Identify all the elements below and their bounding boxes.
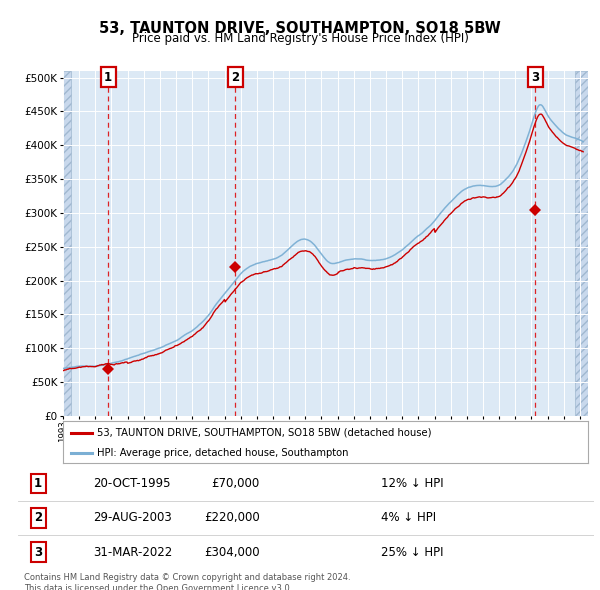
Text: 53, TAUNTON DRIVE, SOUTHAMPTON, SO18 5BW: 53, TAUNTON DRIVE, SOUTHAMPTON, SO18 5BW — [99, 21, 501, 35]
Text: £304,000: £304,000 — [204, 546, 260, 559]
Text: 1: 1 — [34, 477, 42, 490]
Text: 25% ↓ HPI: 25% ↓ HPI — [381, 546, 443, 559]
Text: 31-MAR-2022: 31-MAR-2022 — [93, 546, 172, 559]
Text: 12% ↓ HPI: 12% ↓ HPI — [381, 477, 443, 490]
Text: 1: 1 — [104, 71, 112, 84]
Text: 2: 2 — [231, 71, 239, 84]
Text: 29-AUG-2003: 29-AUG-2003 — [93, 511, 172, 525]
Text: 4% ↓ HPI: 4% ↓ HPI — [381, 511, 436, 525]
Text: Price paid vs. HM Land Registry's House Price Index (HPI): Price paid vs. HM Land Registry's House … — [131, 32, 469, 45]
Text: £220,000: £220,000 — [204, 511, 260, 525]
Bar — [575, 71, 588, 416]
Text: Contains HM Land Registry data © Crown copyright and database right 2024.
This d: Contains HM Land Registry data © Crown c… — [24, 573, 350, 590]
Text: 3: 3 — [532, 71, 539, 84]
Text: 53, TAUNTON DRIVE, SOUTHAMPTON, SO18 5BW (detached house): 53, TAUNTON DRIVE, SOUTHAMPTON, SO18 5BW… — [97, 428, 431, 438]
Text: 3: 3 — [34, 546, 42, 559]
Text: 20-OCT-1995: 20-OCT-1995 — [93, 477, 170, 490]
Text: HPI: Average price, detached house, Southampton: HPI: Average price, detached house, Sout… — [97, 448, 349, 457]
Text: £70,000: £70,000 — [212, 477, 260, 490]
Bar — [63, 71, 71, 416]
Text: 2: 2 — [34, 511, 42, 525]
